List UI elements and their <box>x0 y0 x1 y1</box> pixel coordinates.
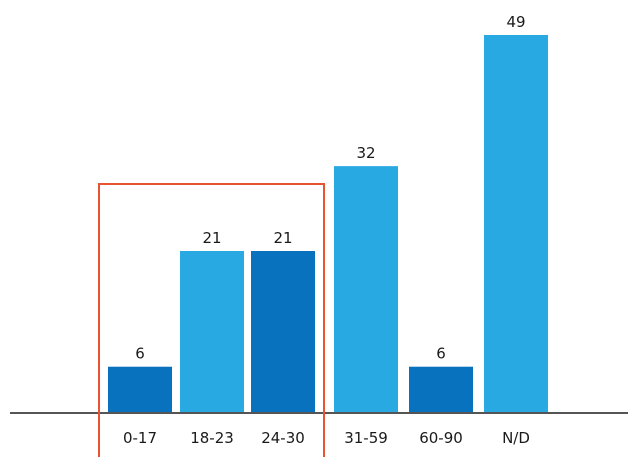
value-label: 49 <box>506 13 525 31</box>
bar-n-d <box>484 35 548 413</box>
x-tick-label: 31-59 <box>344 429 388 447</box>
value-labels-group: 6 21 21 32 6 49 <box>135 13 525 363</box>
x-tick-label: N/D <box>502 429 530 447</box>
value-label: 6 <box>135 345 145 363</box>
value-label: 21 <box>202 229 221 247</box>
bar-18-23 <box>180 251 244 413</box>
value-label: 32 <box>356 144 375 162</box>
x-tick-label: 18-23 <box>190 429 234 447</box>
x-tick-label: 60-90 <box>419 429 463 447</box>
x-tick-label: 0-17 <box>123 429 157 447</box>
bar-24-30 <box>251 251 315 413</box>
bar-0-17 <box>108 366 172 413</box>
tick-labels-group: 0-17 18-23 24-30 31-59 60-90 N/D <box>123 429 530 447</box>
highlight-box <box>98 183 325 457</box>
value-label: 21 <box>273 229 292 247</box>
bars-group <box>108 35 548 413</box>
bar-31-59 <box>334 166 398 413</box>
value-label: 6 <box>436 345 446 363</box>
x-tick-label: 24-30 <box>261 429 305 447</box>
bar-60-90 <box>409 366 473 413</box>
